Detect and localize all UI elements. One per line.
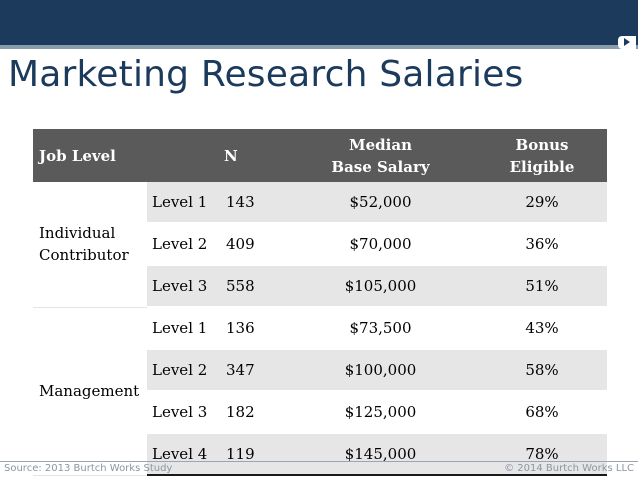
cell-n: 347 — [224, 349, 284, 392]
cell-level: Level 3 — [147, 265, 224, 308]
table-header-row: Job Level N Median Base Salary Bonus Eli… — [33, 129, 607, 182]
table-row: Level 2 409 $70,000 36% — [33, 223, 607, 266]
group-label-management: Management — [33, 307, 147, 476]
cell-n: 119 — [224, 433, 284, 476]
salary-table: Job Level N Median Base Salary Bonus Eli… — [33, 129, 607, 476]
header-n: N — [224, 129, 284, 182]
cell-n: 182 — [224, 391, 284, 434]
cell-median: $145,000 — [284, 433, 477, 476]
group-label-individual-contributor: Individual Contributor — [33, 182, 147, 308]
cell-level: Level 1 — [147, 182, 224, 224]
cell-level: Level 1 — [147, 307, 224, 350]
cell-level: Level 2 — [147, 349, 224, 392]
header-median-salary: Median Base Salary — [284, 129, 477, 182]
cell-median: $73,500 — [284, 307, 477, 350]
cell-n: 409 — [224, 223, 284, 266]
header-median-line1: Median — [349, 135, 412, 154]
table-row: Level 3 558 $105,000 51% — [33, 265, 607, 308]
header-bonus-eligible: Bonus Eligible — [477, 129, 607, 182]
cell-bonus: 36% — [477, 223, 607, 266]
group-label-line2: Contributor — [39, 246, 129, 265]
cell-bonus: 78% — [477, 433, 607, 476]
header-job-level: Job Level — [33, 129, 224, 182]
cell-bonus: 68% — [477, 391, 607, 434]
cell-level: Level 4 — [147, 433, 224, 476]
footer-source: Source: 2013 Burtch Works Study — [4, 463, 173, 474]
table-row: Level 2 347 $100,000 58% — [33, 349, 607, 392]
group-label-line1: Individual — [39, 224, 116, 243]
cell-bonus: 43% — [477, 307, 607, 350]
top-banner — [0, 0, 638, 45]
cell-level: Level 2 — [147, 223, 224, 266]
footer-divider — [0, 461, 638, 462]
table-row: Individual Contributor Level 1 143 $52,0… — [33, 182, 607, 308]
cell-level: Level 3 — [147, 391, 224, 434]
table-row: Level 3 182 $125,000 68% — [33, 391, 607, 434]
cell-bonus: 29% — [477, 182, 607, 224]
cell-bonus: 51% — [477, 265, 607, 308]
cell-n: 558 — [224, 265, 284, 308]
group-label-line1: Management — [39, 382, 140, 400]
footer-copyright: © 2014 Burtch Works LLC — [504, 463, 634, 474]
header-bonus-line2: Eligible — [509, 157, 575, 176]
cell-median: $105,000 — [284, 265, 477, 308]
banner-accent-line — [0, 45, 638, 49]
cell-median: $52,000 — [284, 182, 477, 224]
cell-median: $125,000 — [284, 391, 477, 434]
cell-n: 143 — [224, 182, 284, 224]
cell-median: $70,000 — [284, 223, 477, 266]
header-bonus-line1: Bonus — [515, 135, 569, 154]
page-title: Marketing Research Salaries — [8, 54, 524, 95]
header-median-line2: Base Salary — [331, 157, 430, 176]
cell-bonus: 58% — [477, 349, 607, 392]
table-row: Management Level 1 136 $73,500 43% — [33, 307, 607, 476]
cell-median: $100,000 — [284, 349, 477, 392]
cell-n: 136 — [224, 307, 284, 350]
table-row: Level 4 119 $145,000 78% — [33, 433, 607, 476]
slide-tab-arrow-icon — [618, 36, 636, 49]
